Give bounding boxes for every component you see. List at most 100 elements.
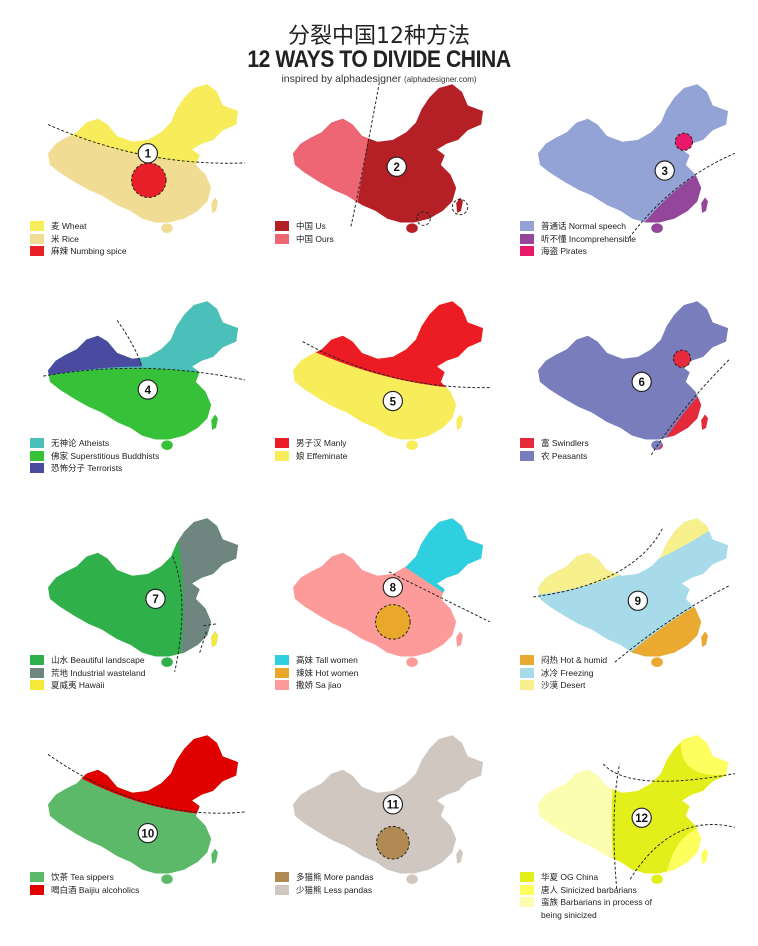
china-map: 10 bbox=[47, 735, 245, 884]
legend-swatch bbox=[275, 680, 289, 690]
legend: 普通话 Normal speech 听不懂 Incomprehensible 海盗 … bbox=[520, 220, 636, 258]
number-badge bbox=[386, 156, 407, 177]
panel-number: 2 bbox=[393, 162, 399, 174]
legend-item: 少猫熊 Less pandas bbox=[275, 884, 373, 897]
number-badge bbox=[145, 588, 166, 610]
china-map: 8 bbox=[293, 518, 491, 667]
divider-line bbox=[199, 631, 207, 653]
legend-item: 娘 Effeminate bbox=[275, 450, 347, 463]
legend-swatch bbox=[30, 233, 44, 244]
legend-item: 闷热 Hot & humid bbox=[520, 654, 607, 667]
legend-item: 辣妹 Hot women bbox=[275, 667, 358, 680]
china-outline bbox=[538, 84, 729, 233]
legend-label: 中国 Ours bbox=[296, 233, 334, 244]
map-panel-4: 4 无神论 Atheists 佛家 Superstitious Buddhists 恐… bbox=[30, 297, 270, 512]
legend-item: 冰冷 Freezing bbox=[520, 667, 607, 680]
number-badge bbox=[137, 143, 159, 164]
legend-label: 中国 Us bbox=[296, 221, 326, 231]
china-map: 5 bbox=[293, 301, 490, 450]
divider-line bbox=[350, 82, 380, 229]
legend: 饮茶 Tea sippers 喝白酒 Baijiu alcoholics bbox=[30, 871, 139, 896]
divider-line bbox=[533, 527, 664, 598]
legend-swatch bbox=[30, 438, 44, 448]
legend-label: 农 Peasants bbox=[541, 450, 588, 461]
subtitle-url: (alphadesigner.com) bbox=[404, 75, 477, 84]
region bbox=[293, 84, 378, 233]
legend-label: 听不懂 Incomprehensible bbox=[541, 233, 636, 244]
legend-label: 米 Rice bbox=[51, 233, 79, 244]
legend-label: 闷热 Hot & humid bbox=[541, 655, 608, 665]
legend-swatch bbox=[520, 246, 534, 256]
panel-number: 10 bbox=[141, 828, 154, 840]
panel-number: 8 bbox=[390, 583, 397, 595]
legend-swatch bbox=[30, 872, 44, 882]
legend-item: 撒娇 Sa jiao bbox=[275, 679, 358, 692]
number-badge bbox=[654, 160, 675, 181]
legend-label: 夏威夷 Hawaii bbox=[51, 680, 105, 690]
legend-item: 夏威夷 Hawaii bbox=[30, 679, 146, 692]
legend-item: 中国 Ours bbox=[275, 233, 334, 246]
legend-label: 辣妹 Hot women bbox=[296, 667, 359, 678]
legend-item: 无神论 Atheists bbox=[30, 437, 159, 450]
dashed-circle bbox=[674, 132, 694, 151]
legend: 多猫熊 More pandas 少猫熊 Less pandas bbox=[275, 871, 373, 896]
map-panel-12: 12 华夏 OG China 唐人 Sinicized barbarians 蛮族 B… bbox=[520, 731, 758, 946]
legend-label: 喝白酒 Baijiu alcoholics bbox=[51, 884, 140, 895]
divider-line bbox=[172, 556, 183, 672]
number-badge bbox=[137, 822, 159, 844]
legend-item: 普通话 Normal speech bbox=[520, 220, 636, 233]
map-panel-5: 5 男子汉 Manly 娘 Effeminate bbox=[275, 297, 515, 512]
legend-label: 娘 Effeminate bbox=[296, 450, 348, 461]
map-panel-3: 3 普通话 Normal speech 听不懂 Incomprehensible 海盗… bbox=[520, 80, 758, 295]
legend: 中国 Us 中国 Ours bbox=[275, 220, 334, 245]
legend-item: 米 Rice bbox=[30, 233, 127, 246]
divider-line bbox=[43, 367, 245, 381]
legend-swatch bbox=[520, 438, 534, 448]
legend-swatch bbox=[520, 655, 534, 665]
legend-item: 多猫熊 More pandas bbox=[275, 871, 373, 884]
panel-number: 7 bbox=[152, 594, 158, 606]
divider-line bbox=[629, 824, 735, 880]
map-panel-1: 1 麦 Wheat 米 Rice 麻辣 Numbing spice bbox=[30, 80, 270, 295]
legend: 高妹 Tall women 辣妹 Hot women 撒娇 Sa jiao bbox=[275, 654, 358, 692]
legend-swatch bbox=[275, 221, 289, 231]
legend: 无神论 Atheists 佛家 Superstitious Buddhists 恐怖… bbox=[30, 437, 159, 475]
china-map: 7 bbox=[48, 518, 239, 672]
legend-swatch bbox=[520, 667, 534, 678]
legend-item: 蛮族 Barbarians in process of being sinici… bbox=[520, 896, 671, 921]
legend-swatch bbox=[275, 450, 289, 461]
legend-swatch bbox=[30, 246, 44, 256]
legend-swatch bbox=[30, 680, 44, 690]
legend-swatch bbox=[275, 438, 289, 448]
china-map: 2 bbox=[293, 82, 484, 233]
legend-label: 沙漠 Desert bbox=[541, 680, 586, 690]
divider-line bbox=[388, 571, 491, 623]
legend-label: 富 Swindlers bbox=[541, 438, 589, 448]
legend-item: 中国 Us bbox=[275, 220, 334, 233]
china-map: 6 bbox=[538, 301, 731, 456]
legend-item: 饮茶 Tea sippers bbox=[30, 871, 139, 884]
divider-line bbox=[203, 623, 218, 627]
legend-label: 普通话 Normal speech bbox=[541, 221, 627, 231]
region bbox=[48, 301, 143, 377]
region bbox=[209, 629, 223, 651]
map-panel-8: 8 高妹 Tall women 辣妹 Hot women 撒娇 Sa jiao bbox=[275, 514, 515, 729]
legend-item: 富 Swindlers bbox=[520, 437, 589, 450]
panel-number: 6 bbox=[638, 377, 644, 389]
panel-number: 12 bbox=[635, 813, 648, 825]
china-map: 9 bbox=[533, 518, 731, 667]
map-panel-10: 10 饮茶 Tea sippers 喝白酒 Baijiu alcoholics bbox=[30, 731, 270, 946]
legend-swatch bbox=[520, 884, 534, 895]
legend-label: 高妹 Tall women bbox=[296, 655, 358, 665]
legend-swatch bbox=[275, 655, 289, 665]
legend-label: 蛮族 Barbarians in process of being sinici… bbox=[541, 897, 653, 920]
legend-label: 无神论 Atheists bbox=[51, 438, 110, 448]
legend-swatch bbox=[30, 221, 44, 231]
legend-item: 恐怖分子 Terrorists bbox=[30, 462, 159, 475]
china-map: 12 bbox=[538, 735, 735, 889]
panel-number: 3 bbox=[662, 166, 668, 178]
legend: 麦 Wheat 米 Rice 麻辣 Numbing spice bbox=[30, 220, 127, 258]
legend-label: 冰冷 Freezing bbox=[541, 667, 594, 678]
legend-item: 山水 Beautiful landscape bbox=[30, 654, 146, 667]
legend-item: 麻辣 Numbing spice bbox=[30, 245, 127, 258]
